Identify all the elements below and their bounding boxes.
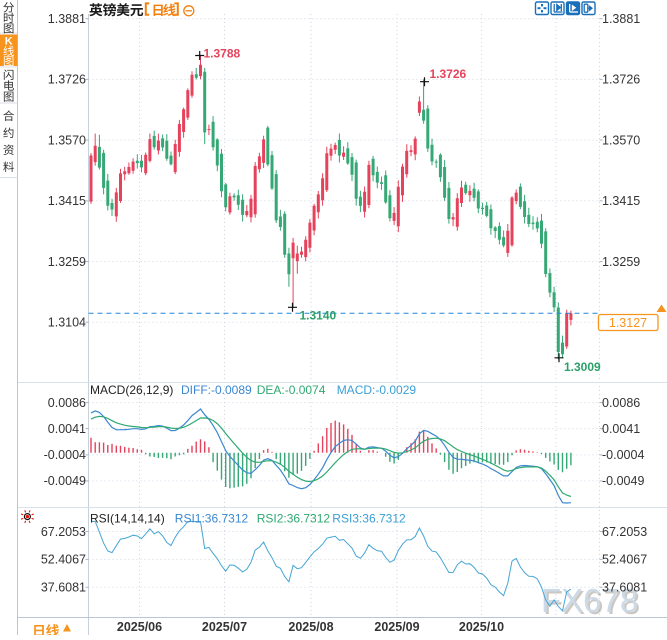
svg-text:67.2053: 67.2053 — [602, 525, 647, 539]
svg-text:1.3726: 1.3726 — [430, 67, 467, 81]
svg-text:RSI3:36.7312: RSI3:36.7312 — [332, 512, 406, 526]
svg-text:1.3881: 1.3881 — [602, 12, 640, 26]
svg-text:-0.0004: -0.0004 — [44, 448, 86, 462]
svg-text:1.3415: 1.3415 — [602, 194, 640, 208]
svg-text:DEA:-0.0074: DEA:-0.0074 — [257, 383, 326, 397]
svg-text:-0.0004: -0.0004 — [602, 448, 644, 462]
svg-text:0.0086: 0.0086 — [602, 396, 640, 410]
svg-text:1.3259: 1.3259 — [48, 255, 86, 269]
svg-text:MACD(26,12,9): MACD(26,12,9) — [90, 383, 173, 397]
svg-text:1.3009: 1.3009 — [564, 360, 601, 374]
svg-text:MACD:-0.0029: MACD:-0.0029 — [337, 383, 417, 397]
svg-text:K: K — [5, 35, 13, 47]
svg-text:2025/08: 2025/08 — [288, 620, 333, 634]
svg-text:DIFF:-0.0089: DIFF:-0.0089 — [181, 383, 252, 397]
svg-text:1.3881: 1.3881 — [48, 12, 86, 26]
svg-text:1.3104: 1.3104 — [48, 316, 86, 330]
svg-text:52.4067: 52.4067 — [41, 553, 86, 567]
svg-text:0.0086: 0.0086 — [48, 396, 86, 410]
svg-text:2025/06: 2025/06 — [117, 620, 162, 634]
svg-text:1.3788: 1.3788 — [204, 47, 241, 61]
svg-text:2025/10: 2025/10 — [459, 620, 504, 634]
svg-text:RSI1:36.7312: RSI1:36.7312 — [175, 512, 249, 526]
svg-text:2025/09: 2025/09 — [374, 620, 419, 634]
svg-text:-0.0049: -0.0049 — [602, 474, 644, 488]
svg-text:1.3726: 1.3726 — [48, 73, 86, 87]
svg-text:1.3570: 1.3570 — [602, 133, 640, 147]
svg-text:37.6081: 37.6081 — [41, 581, 86, 595]
svg-text:0.0041: 0.0041 — [602, 422, 640, 436]
svg-text:-0.0049: -0.0049 — [44, 474, 86, 488]
svg-text:FX678: FX678 — [541, 582, 638, 619]
svg-text:2025/07: 2025/07 — [202, 620, 247, 634]
svg-text:1.3259: 1.3259 — [602, 255, 640, 269]
svg-text:RSI(14,14,14): RSI(14,14,14) — [90, 512, 165, 526]
svg-text:37.6081: 37.6081 — [602, 581, 647, 595]
svg-text:1.3415: 1.3415 — [48, 194, 86, 208]
svg-text:1.3570: 1.3570 — [48, 133, 86, 147]
svg-text:FX678: FX678 — [543, 584, 640, 621]
svg-text:67.2053: 67.2053 — [41, 525, 86, 539]
svg-text:1.3127: 1.3127 — [609, 316, 647, 330]
svg-text:52.4067: 52.4067 — [602, 553, 647, 567]
svg-text:0.0041: 0.0041 — [48, 422, 86, 436]
svg-text:1.3726: 1.3726 — [602, 73, 640, 87]
svg-text:RSI2:36.7312: RSI2:36.7312 — [257, 512, 331, 526]
svg-text:1.3140: 1.3140 — [300, 309, 337, 323]
